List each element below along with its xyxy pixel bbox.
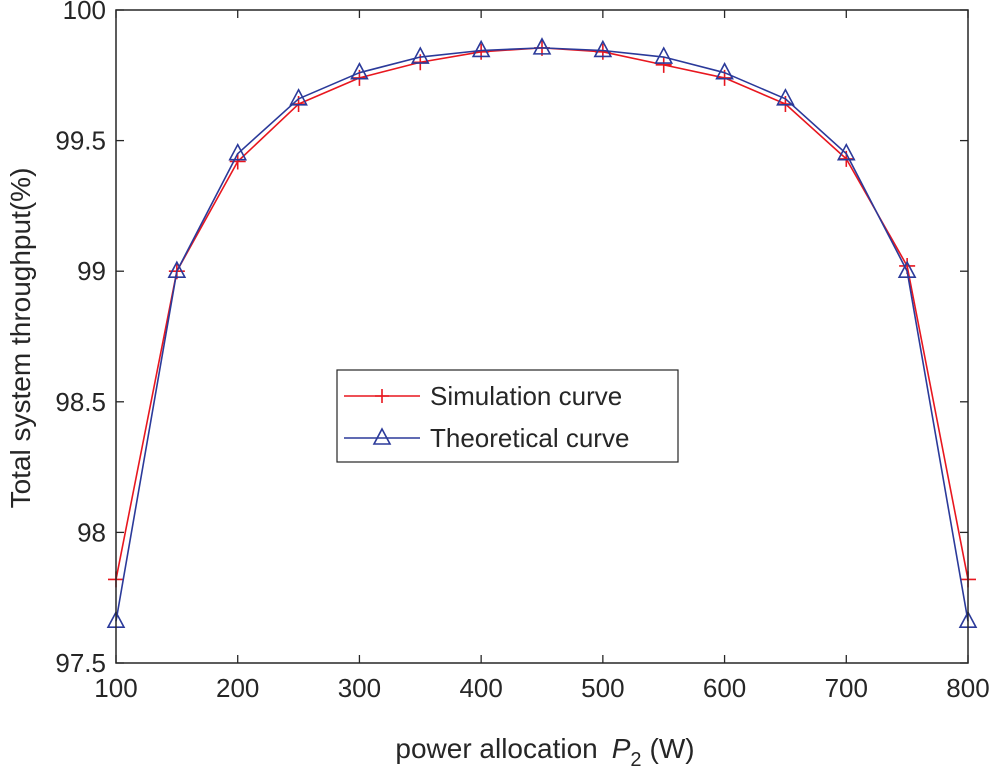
x-axis-label-subscript: 2	[630, 749, 641, 771]
x-tick-label: 300	[338, 673, 381, 703]
x-axis-label-symbol: P	[612, 733, 631, 764]
series-layer	[106, 37, 978, 629]
data-point-triangle	[532, 37, 552, 55]
data-point-triangle	[350, 61, 369, 80]
y-tick-label: 97.5	[55, 648, 106, 678]
legend-label-theoretical: Theoretical curve	[430, 423, 629, 453]
x-tick-label: 100	[94, 673, 137, 703]
x-tick-label: 800	[946, 673, 989, 703]
x-tick-label: 600	[703, 673, 746, 703]
data-point-triangle	[593, 39, 613, 58]
x-tick-label: 400	[459, 673, 502, 703]
data-point-plus	[229, 153, 246, 170]
legend-box	[336, 369, 679, 463]
legend-label-simulation: Simulation curve	[430, 381, 622, 411]
data-point-triangle	[167, 260, 187, 278]
x-tick-label: 700	[825, 673, 868, 703]
data-point-triangle	[228, 142, 248, 161]
data-point-triangle	[715, 61, 734, 80]
y-tick-label: 100	[63, 0, 106, 25]
data-point-plus	[655, 56, 672, 73]
y-tick-label: 98.5	[55, 387, 106, 417]
data-point-triangle	[776, 88, 795, 106]
ticks-layer: 100 200 300 400 500 600 700 800 97.5 98 98.5 99 99.5…	[55, 0, 989, 703]
axes-box	[115, 9, 969, 664]
legend: Simulation curve Theoretical curve	[336, 369, 679, 463]
x-axis-label-prefix: power allocation	[395, 733, 597, 764]
y-tick-label: 98	[77, 517, 106, 547]
x-axis-label-suffix: (W)	[650, 733, 695, 764]
series-line	[115, 47, 969, 622]
x-tick-label: 200	[216, 673, 259, 703]
data-point-triangle	[289, 88, 308, 106]
x-axis-label: power allocation P2 (W)	[395, 733, 694, 771]
y-tick-label: 99	[77, 256, 106, 286]
data-point-triangle	[836, 142, 856, 161]
data-point-triangle	[471, 39, 491, 58]
y-tick-label: 99.5	[55, 126, 106, 156]
y-axis-label: Total system throughput(%)	[5, 168, 36, 509]
data-point-triangle	[897, 260, 917, 278]
legend-marker-theoretical	[372, 427, 392, 445]
data-point-triangle	[654, 46, 674, 64]
data-point-triangle	[410, 46, 430, 64]
x-tick-label: 500	[581, 673, 624, 703]
legend-marker-simulation	[375, 389, 389, 403]
